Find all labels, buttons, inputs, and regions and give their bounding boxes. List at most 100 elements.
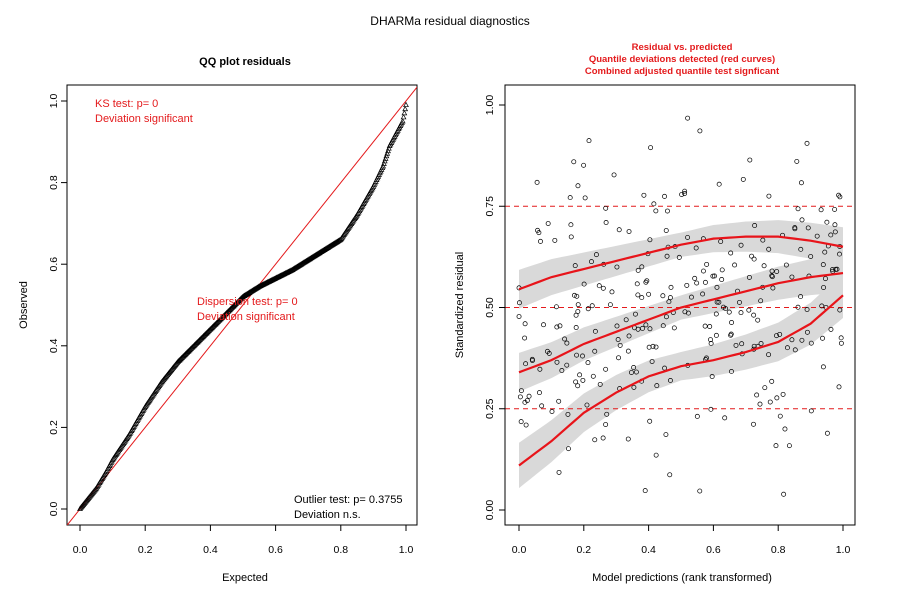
residual-point	[737, 299, 742, 305]
residual-point	[749, 253, 755, 259]
residual-point	[580, 353, 585, 359]
residual-point	[663, 228, 669, 233]
residual-point	[667, 295, 673, 301]
residual-point	[798, 294, 804, 300]
residual-point	[777, 331, 783, 337]
residual-point	[643, 322, 649, 328]
residual-point	[566, 446, 571, 452]
residual-point	[639, 295, 645, 301]
residual-point	[766, 352, 772, 358]
residual-point	[728, 250, 734, 256]
residual-point	[702, 323, 708, 329]
residual-point	[760, 237, 766, 243]
residual-x-tick-label: 0.8	[771, 544, 786, 556]
qq-reference-line	[67, 86, 417, 525]
residual-point	[647, 237, 653, 243]
residual-point	[660, 293, 666, 299]
residual-point	[556, 469, 562, 475]
residual-point	[662, 365, 668, 371]
residual-point	[632, 311, 638, 317]
residual-point	[676, 254, 682, 260]
residual-point	[798, 180, 804, 186]
residual-point	[518, 419, 524, 425]
qq-point	[381, 160, 387, 166]
residual-point	[728, 331, 734, 337]
residual-point	[554, 359, 560, 365]
residual-point	[617, 342, 623, 348]
qq-x-tick-label: 0.8	[333, 544, 348, 556]
residual-point	[592, 328, 598, 334]
residual-point	[746, 307, 752, 313]
qq-point	[401, 109, 408, 116]
residual-point	[600, 285, 606, 291]
residual-point	[774, 333, 779, 339]
residual-point	[585, 306, 591, 312]
residual-point	[713, 332, 719, 338]
residual-point	[615, 337, 621, 342]
residual-point	[789, 337, 795, 343]
qq-point	[402, 105, 409, 112]
residual-y-tick-label: 0.50	[484, 297, 496, 318]
residual-point	[662, 193, 667, 199]
residual-point	[539, 403, 545, 409]
qq-y-tick-label: 0.4	[48, 338, 60, 353]
residual-point	[623, 317, 629, 323]
residual-x-axis-label: Model predictions (rank transformed)	[592, 572, 772, 584]
qq-plot-area	[67, 86, 417, 525]
residual-point	[828, 232, 834, 238]
residual-point	[564, 340, 570, 346]
residual-point	[589, 303, 595, 309]
residual-point	[522, 335, 528, 341]
outlier-test-deviation: Deviation n.s.	[294, 509, 361, 521]
residual-point	[708, 337, 713, 343]
residual-point	[574, 293, 580, 299]
residual-point	[647, 326, 653, 332]
residual-point	[584, 402, 590, 408]
residual-point	[689, 294, 694, 300]
residual-point	[564, 362, 570, 368]
residual-point	[518, 388, 524, 394]
qq-x-tick-label: 0.0	[73, 544, 88, 556]
quantile-curve	[518, 235, 844, 291]
ks-test-result: KS test: p= 0	[95, 98, 158, 110]
residual-point	[752, 223, 758, 228]
quantile-curve	[518, 294, 844, 467]
residual-point	[654, 383, 660, 389]
residual-point	[590, 373, 596, 379]
residual-point	[823, 276, 828, 282]
residual-point	[769, 273, 775, 279]
residual-point	[701, 268, 706, 274]
residual-point	[837, 307, 843, 313]
residual-point	[762, 385, 768, 391]
residual-point	[552, 237, 558, 243]
residual-point	[626, 229, 632, 234]
residual-point	[556, 398, 562, 404]
residual-point	[828, 326, 834, 332]
residual-point	[704, 355, 709, 361]
residual-point	[664, 253, 670, 259]
residual-point	[716, 299, 722, 305]
residual-point	[592, 437, 598, 443]
residual-point	[799, 217, 805, 223]
qq-y-tick-label: 0.6	[48, 257, 60, 272]
qq-x-tick-label: 1.0	[399, 544, 414, 556]
residual-point	[639, 264, 645, 270]
residual-point	[537, 366, 543, 372]
residual-point	[523, 422, 529, 428]
residual-point	[568, 234, 574, 240]
residual-point	[646, 344, 652, 350]
residual-point	[740, 176, 746, 182]
residual-point	[766, 193, 772, 199]
residual-point	[722, 415, 728, 421]
residual-point	[568, 222, 574, 228]
qq-point	[400, 114, 407, 120]
residual-point	[625, 436, 631, 442]
residual-point	[738, 242, 744, 248]
qq-x-axis: 0.0 0.2 0.4 0.6 0.8 1.0	[73, 524, 414, 556]
residual-point	[544, 348, 550, 354]
quantile-confidence-bands	[519, 220, 843, 489]
residual-point	[682, 188, 688, 194]
residual-point	[714, 299, 720, 305]
residual-point	[537, 390, 542, 396]
qq-point	[381, 158, 388, 164]
